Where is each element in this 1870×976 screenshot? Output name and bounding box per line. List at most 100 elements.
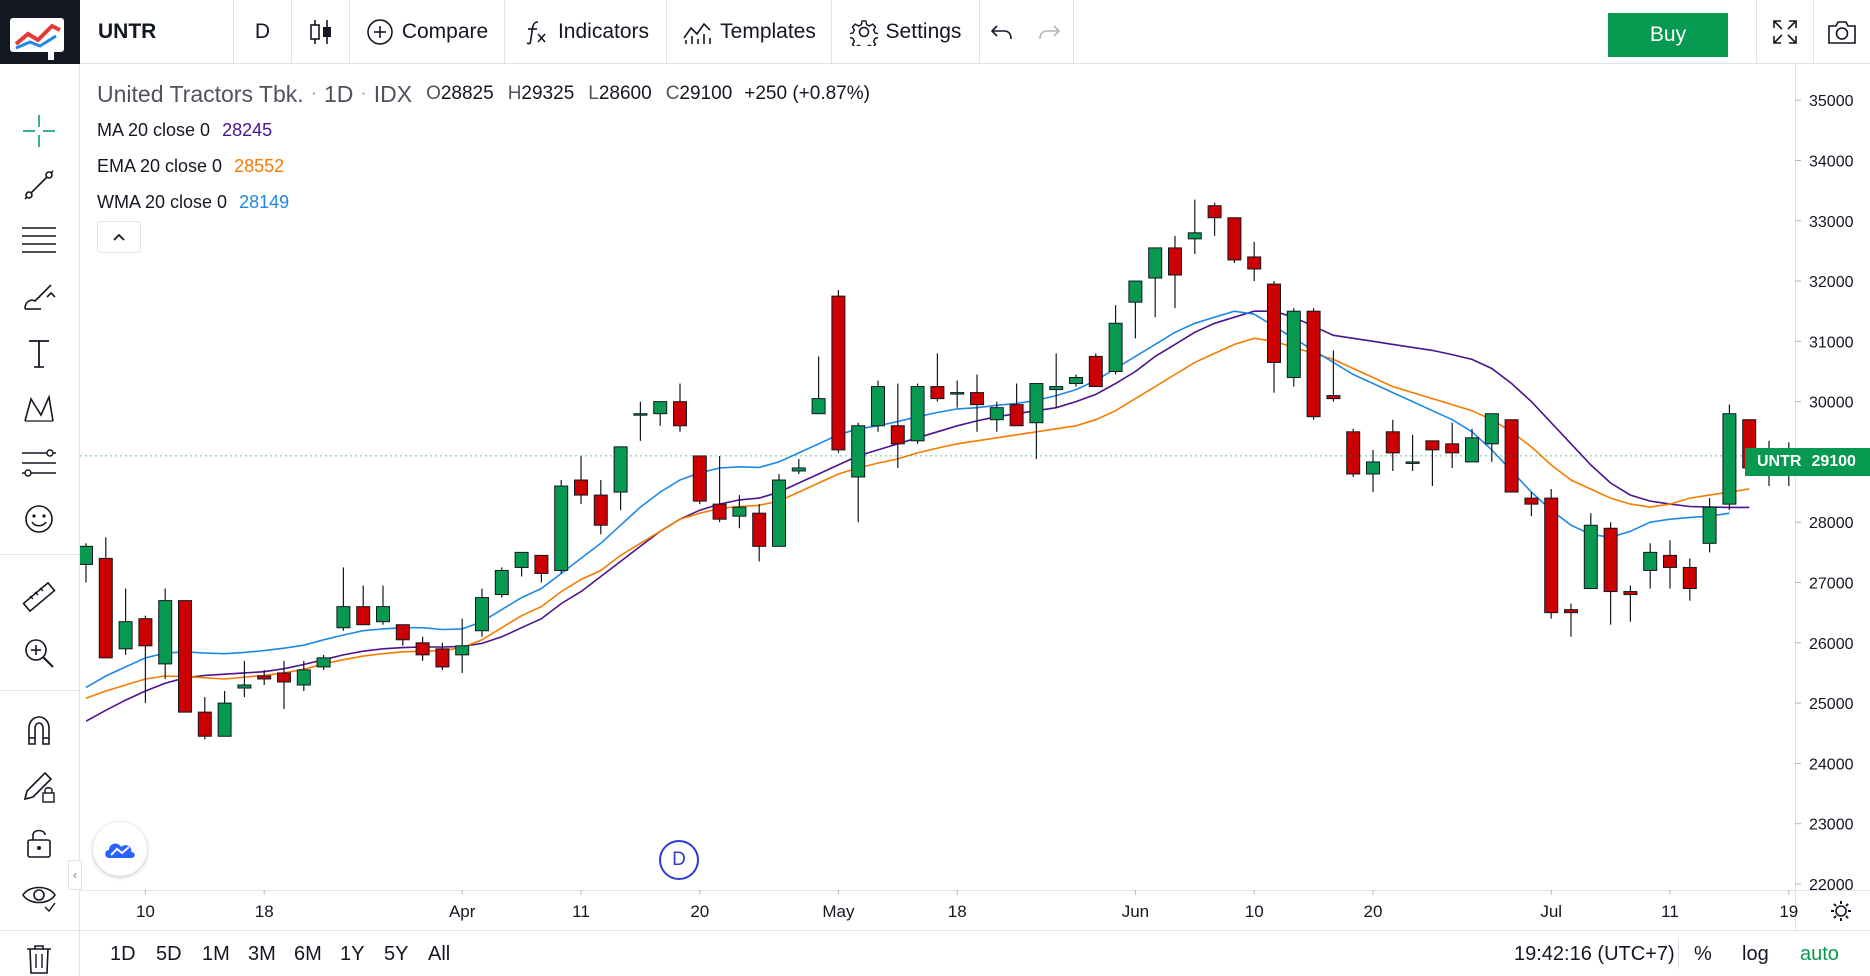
candle-down[interactable] (1663, 554, 1677, 568)
candle-down[interactable] (277, 672, 291, 683)
collapse-toolbar-button[interactable]: ‹ (68, 860, 82, 890)
candle-up[interactable] (554, 485, 569, 571)
candle-up[interactable] (1643, 551, 1658, 571)
candle-down[interactable] (1306, 310, 1321, 418)
candle-down[interactable] (1544, 497, 1559, 614)
candle-down[interactable] (178, 600, 192, 713)
redo-button[interactable] (1024, 0, 1074, 64)
range-5y-button[interactable]: 5Y (384, 942, 409, 965)
candle-down[interactable] (1564, 609, 1578, 614)
interval-button[interactable]: D (234, 0, 292, 64)
candle-up[interactable] (791, 467, 806, 472)
candle-down[interactable] (1346, 431, 1361, 475)
candle-up[interactable] (118, 621, 133, 650)
candle-up[interactable] (296, 669, 311, 686)
candle-down[interactable] (574, 479, 588, 496)
zoom-tool[interactable] (18, 632, 60, 674)
text-tool[interactable] (18, 332, 60, 374)
candle-down[interactable] (1326, 395, 1341, 400)
candle-up[interactable] (1069, 377, 1083, 385)
candle-down[interactable] (1385, 431, 1400, 454)
legend-collapse-button[interactable] (97, 221, 141, 253)
clock-timezone[interactable]: 19:42:16 (UTC+7) (1514, 942, 1675, 965)
candle-up[interactable] (1484, 413, 1499, 445)
candle-up[interactable] (772, 479, 786, 547)
indicator-row-ma[interactable]: MA 20 close 0 28245 (97, 112, 870, 148)
auto-scale-button[interactable]: auto (1800, 942, 1839, 965)
candle-up[interactable] (1286, 310, 1301, 379)
candle-down[interactable] (1267, 283, 1281, 363)
candle-up[interactable] (1148, 247, 1163, 279)
indicator-row-ema[interactable]: EMA 20 close 0 28552 (97, 148, 870, 184)
candle-down[interactable] (692, 455, 707, 502)
candle-up[interactable] (633, 413, 648, 416)
trend-line-tool[interactable] (18, 164, 60, 206)
candle-down[interactable] (1623, 591, 1638, 596)
range-1y-button[interactable]: 1Y (340, 942, 365, 965)
candle-up[interactable] (475, 597, 489, 632)
candle-up[interactable] (851, 425, 866, 478)
dividend-marker[interactable]: D (659, 840, 699, 880)
candle-down[interactable] (98, 557, 113, 659)
undo-button[interactable] (980, 0, 1024, 64)
candle-down[interactable] (593, 494, 608, 526)
candle-up[interactable] (1128, 280, 1143, 303)
candle-up[interactable] (494, 569, 509, 596)
candle-up[interactable] (237, 684, 252, 689)
tradingview-logo[interactable] (93, 822, 147, 876)
candle-up[interactable] (811, 398, 826, 415)
candle-up[interactable] (80, 545, 93, 565)
candle-up[interactable] (1366, 461, 1380, 475)
crosshair-tool[interactable] (18, 110, 60, 152)
candle-down[interactable] (356, 606, 371, 626)
candle-up[interactable] (1702, 506, 1717, 544)
candle-up[interactable] (732, 506, 747, 517)
range-all-button[interactable]: All (428, 942, 451, 965)
chart-style-button[interactable] (292, 0, 350, 64)
candle-up[interactable] (1108, 322, 1123, 372)
range-5d-button[interactable]: 5D (156, 942, 182, 965)
candle-down[interactable] (1425, 440, 1440, 451)
candle-up[interactable] (613, 446, 628, 493)
pattern-tool[interactable] (18, 388, 60, 430)
candle-down[interactable] (1445, 443, 1460, 454)
candle-down[interactable] (831, 295, 846, 451)
candle-down[interactable] (395, 624, 410, 641)
candle-down[interactable] (1524, 497, 1539, 505)
candle-up[interactable] (336, 606, 351, 629)
range-3m-button[interactable]: 3M (248, 942, 276, 965)
hide-drawings-tool[interactable] (18, 876, 60, 918)
candle-up[interactable] (1583, 524, 1598, 590)
candle-up[interactable] (1187, 232, 1202, 240)
candle-up[interactable] (316, 657, 331, 668)
magnet-tool[interactable] (18, 710, 60, 752)
candle-down[interactable] (1682, 566, 1697, 590)
candle-down[interactable] (1088, 355, 1103, 388)
candle-up[interactable] (217, 702, 232, 737)
candle-down[interactable] (1247, 256, 1262, 270)
templates-button[interactable]: Templates (667, 0, 832, 64)
candle-down[interactable] (197, 711, 212, 737)
candle-down[interactable] (1009, 404, 1024, 427)
candle-down[interactable] (1168, 247, 1182, 276)
indicators-button[interactable]: Indicators (505, 0, 667, 64)
emoji-tool[interactable] (18, 498, 60, 540)
candle-up[interactable] (376, 606, 390, 623)
candle-down[interactable] (890, 425, 905, 445)
candle-down[interactable] (257, 675, 272, 680)
prediction-tool[interactable] (18, 442, 60, 484)
candle-down[interactable] (1227, 217, 1242, 261)
axis-settings-icon[interactable] (1835, 905, 1847, 917)
candle-up[interactable] (158, 600, 173, 665)
candle-down[interactable] (138, 618, 153, 647)
brush-tool[interactable] (18, 276, 60, 318)
candle-up[interactable] (871, 386, 885, 427)
indicator-row-wma[interactable]: WMA 20 close 0 28149 (97, 184, 870, 220)
candle-down[interactable] (1603, 527, 1618, 593)
candle-up[interactable] (1029, 383, 1044, 424)
symbol-search-button[interactable]: UNTR (80, 0, 234, 64)
measure-tool[interactable] (18, 576, 60, 618)
range-1m-button[interactable]: 1M (202, 942, 230, 965)
candle-up[interactable] (1405, 461, 1420, 464)
buy-button[interactable]: Buy (1608, 13, 1728, 57)
